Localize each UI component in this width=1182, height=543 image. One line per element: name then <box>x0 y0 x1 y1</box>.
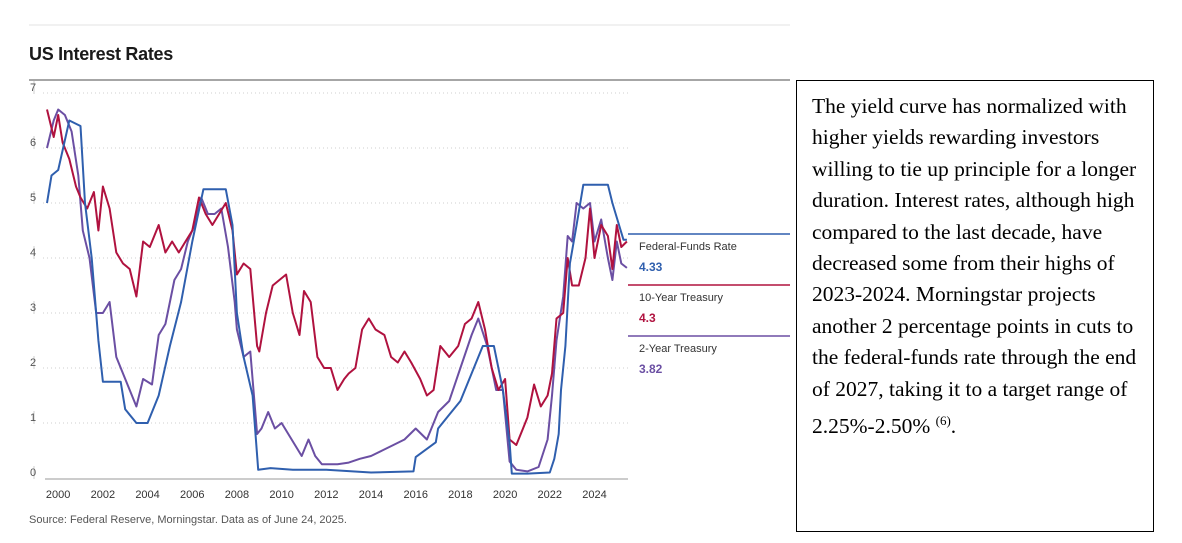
series-line-fed <box>46 119 627 475</box>
legend-value-fed: 4.33 <box>639 260 663 274</box>
footnote-marker: (6) <box>935 413 951 429</box>
y-tick-label: 6 <box>30 137 36 149</box>
series-line-ten <box>46 109 628 446</box>
chart-title: US Interest Rates <box>29 44 173 64</box>
grid-layer <box>43 92 628 480</box>
x-tick-label: 2002 <box>91 489 115 501</box>
y-tick-label: 5 <box>30 192 36 204</box>
source-note: Source: Federal Reserve, Morningstar. Da… <box>29 514 347 526</box>
legend-name-ten: 10-Year Treasury <box>639 292 723 304</box>
series-line-two <box>46 108 628 473</box>
tick-layer: 0 1 2 3 4 5 6 7 2000 2002 2004 2006 2008 2010 2012 2014… <box>30 81 607 501</box>
series-layer <box>46 108 628 475</box>
legend-name-fed: Federal-Funds Rate <box>639 241 737 253</box>
x-tick-label: 2006 <box>180 489 204 501</box>
y-tick-label: 1 <box>30 412 36 424</box>
x-tick-label: 2012 <box>314 489 338 501</box>
x-tick-label: 2024 <box>582 489 606 501</box>
x-tick-label: 2010 <box>269 489 293 501</box>
x-tick-label: 2016 <box>403 489 427 501</box>
y-tick-label: 2 <box>30 357 36 369</box>
x-tick-label: 2000 <box>46 489 70 501</box>
legend-value-ten: 4.3 <box>639 311 656 325</box>
x-tick-label: 2018 <box>448 489 472 501</box>
x-tick-label: 2020 <box>493 489 517 501</box>
y-tick-label: 0 <box>30 467 36 479</box>
commentary-box: The yield curve has normalized with high… <box>796 80 1154 532</box>
legend-rule-layer <box>628 233 790 337</box>
y-tick-label: 7 <box>30 82 36 94</box>
x-tick-label: 2008 <box>225 489 249 501</box>
x-tick-label: 2022 <box>538 489 562 501</box>
commentary-end: . <box>950 414 957 439</box>
x-tick-label: 2004 <box>135 489 159 501</box>
y-tick-label: 4 <box>30 247 36 259</box>
x-tick-label: 2014 <box>359 489 383 501</box>
commentary-text: The yield curve has normalized with high… <box>812 94 1137 439</box>
y-tick-label: 3 <box>30 302 36 314</box>
legend-value-two: 3.82 <box>639 362 663 376</box>
legend-name-two: 2-Year Treasury <box>639 343 717 355</box>
